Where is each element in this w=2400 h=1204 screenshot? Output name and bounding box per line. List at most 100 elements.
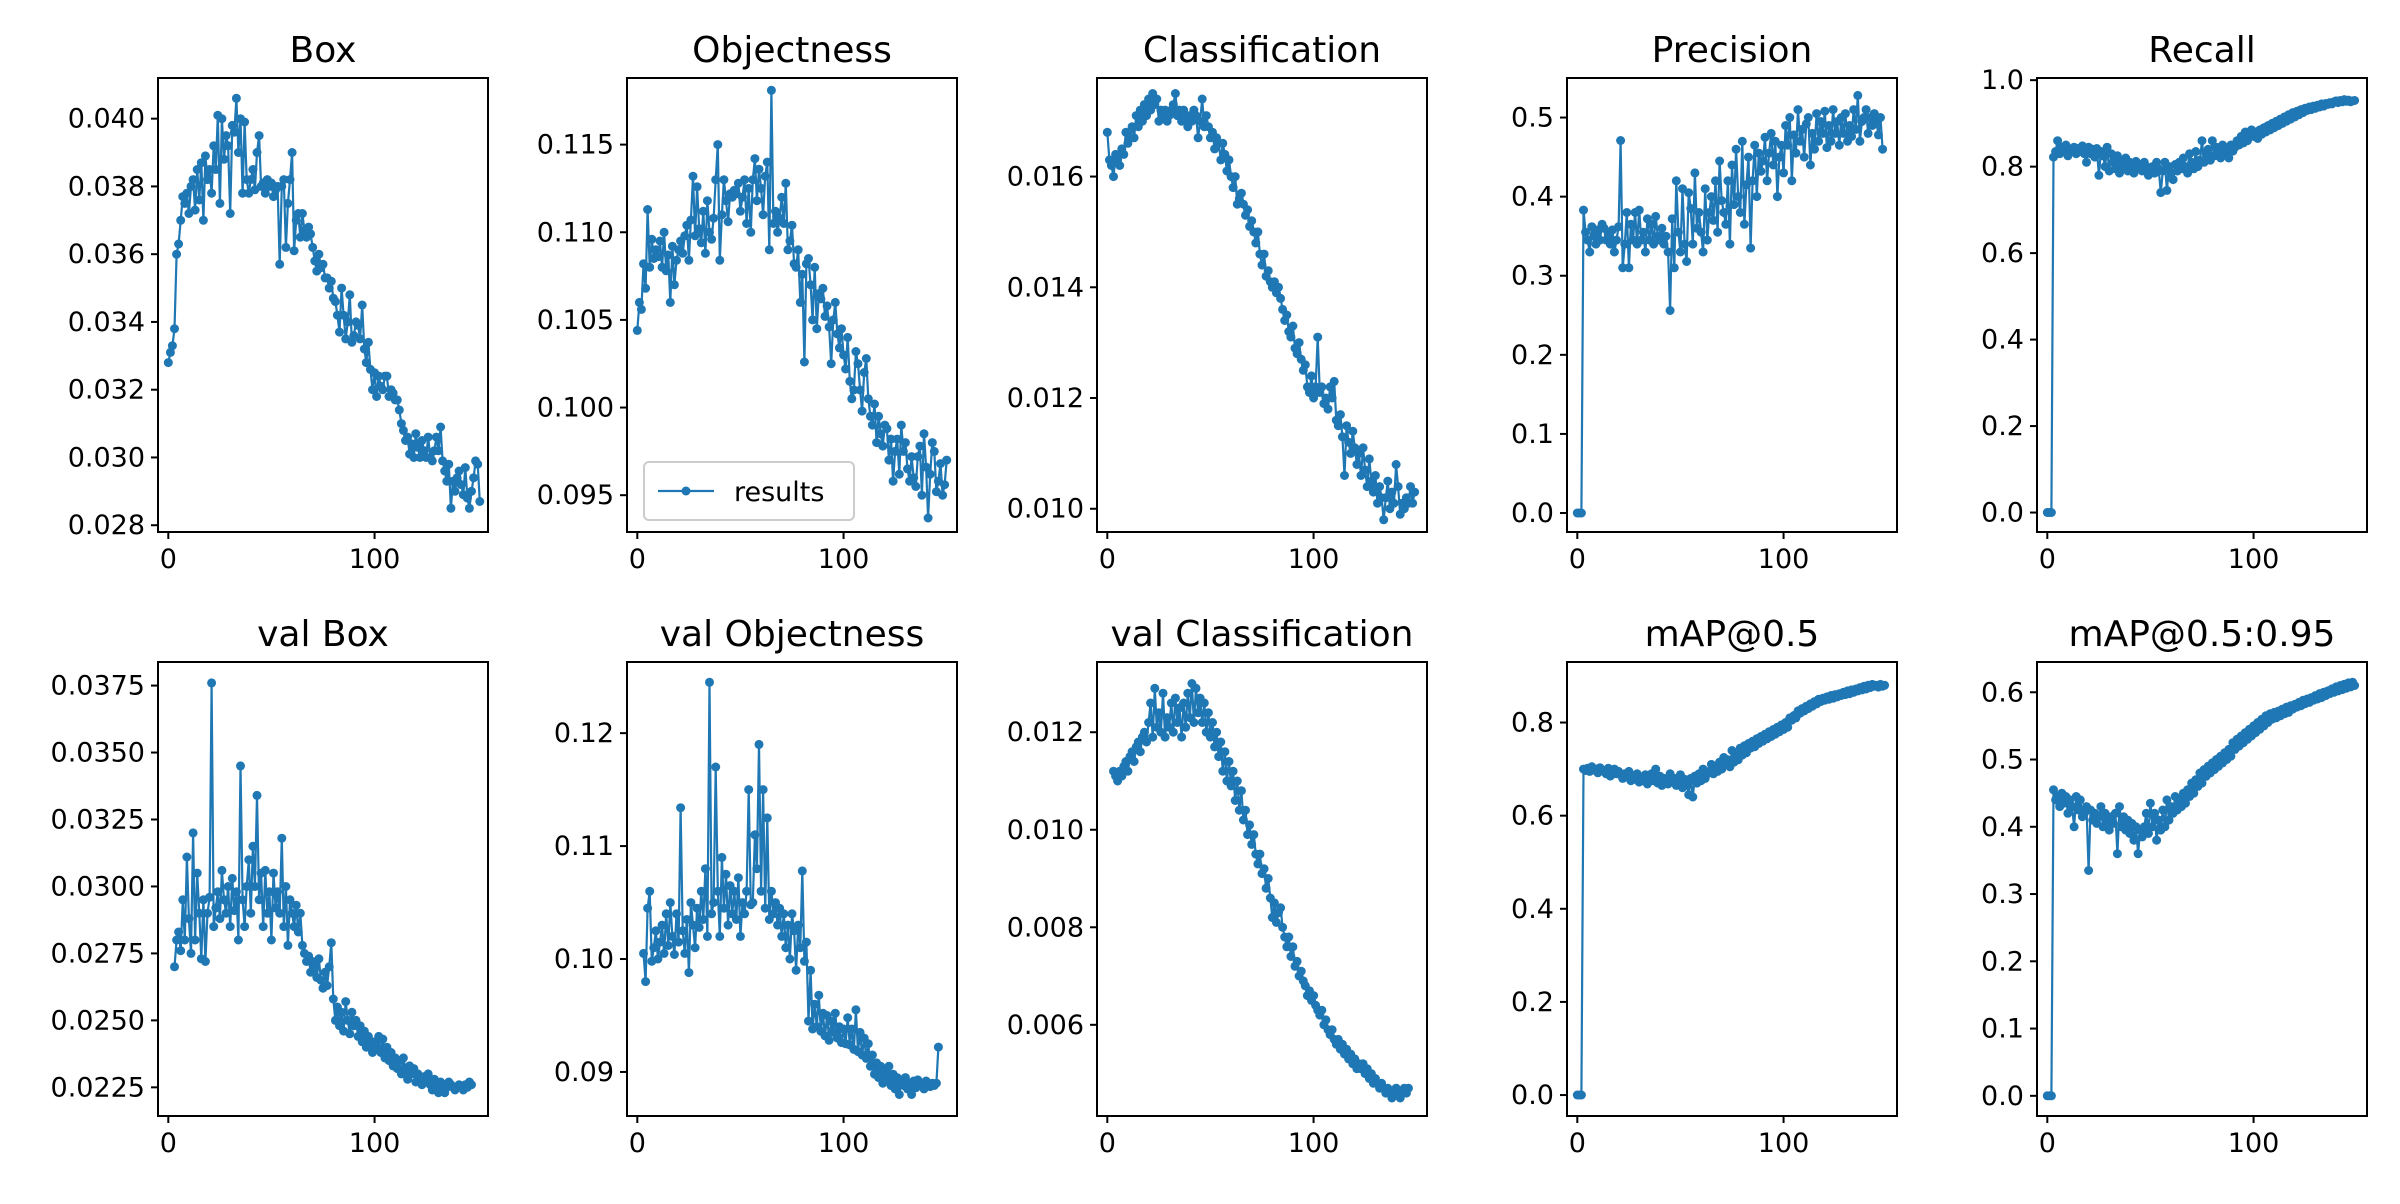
x-tick-label: 100: [818, 544, 870, 575]
data-point: [343, 317, 353, 327]
data-point: [252, 790, 262, 800]
data-point: [1253, 227, 1263, 237]
data-point: [1785, 113, 1795, 122]
data-point: [223, 882, 233, 891]
data-point: [814, 990, 824, 1000]
data-point: [341, 997, 351, 1007]
data-point: [1168, 100, 1178, 110]
data-point: [260, 188, 270, 198]
data-point: [903, 464, 912, 474]
y-tick-label: 0.6: [1981, 238, 2024, 269]
data-point: [1172, 718, 1182, 727]
data-point: [748, 898, 758, 908]
data-point: [1309, 991, 1319, 1001]
data-point: [2197, 778, 2207, 788]
data-point: [752, 864, 762, 874]
data-point: [1286, 332, 1296, 342]
data-point: [460, 463, 470, 473]
data-point: [853, 359, 863, 369]
data-point: [923, 513, 933, 523]
y-tick-label: 0.2: [1981, 411, 2024, 442]
data-point: [1737, 136, 1747, 146]
data-point: [735, 206, 745, 216]
data-point: [231, 93, 241, 103]
data-point: [719, 175, 729, 185]
data-point: [705, 227, 714, 237]
data-point: [2069, 822, 2079, 832]
data-point: [1115, 161, 1125, 170]
data-point: [651, 926, 661, 936]
subplot-map-0-5-0-95: mAP@0.5:0.95 0 100 0.0 0.1 0.2 0.3 0.4 0.5 0.6: [1981, 614, 2368, 1159]
plot-frame: [1566, 661, 1898, 1117]
data-point: [1253, 859, 1263, 869]
data-point: [785, 954, 795, 964]
data-point: [186, 181, 196, 191]
data-point: [824, 1035, 834, 1045]
data-point: [1789, 130, 1799, 140]
data-point: [1360, 465, 1370, 475]
data-point: [188, 175, 198, 185]
data-point: [1704, 208, 1714, 217]
data-point: [768, 219, 778, 228]
data-point: [190, 205, 200, 215]
data-point: [2110, 808, 2120, 818]
data-point: [766, 85, 776, 95]
data-point: [287, 908, 297, 918]
data-point: [1667, 214, 1677, 224]
data-point: [740, 909, 750, 919]
data-point: [1799, 152, 1809, 162]
data-point: [799, 357, 809, 367]
data-point: [2112, 849, 2122, 859]
data-point: [1102, 127, 1112, 137]
data-point: [2108, 818, 2118, 828]
legend-frame: [643, 461, 855, 521]
data-point: [1269, 898, 1279, 908]
data-point: [2143, 829, 2153, 838]
data-point: [467, 1080, 476, 1090]
data-point: [882, 424, 892, 434]
y-tick-label: 0.2: [1981, 946, 2024, 977]
data-point: [816, 294, 826, 304]
data-point: [1263, 874, 1273, 883]
data-point: [291, 900, 301, 910]
data-point: [764, 245, 774, 255]
data-point: [178, 895, 188, 905]
data-point: [793, 920, 803, 930]
data-point: [707, 909, 717, 919]
data-point: [285, 175, 295, 185]
data-point: [733, 873, 743, 883]
plot-frame: [626, 77, 958, 533]
data-point: [2063, 808, 2073, 818]
data-point: [2189, 788, 2199, 798]
data-point: [233, 148, 243, 157]
data-point: [188, 828, 198, 838]
data-point: [345, 290, 355, 300]
data-point: [2191, 147, 2201, 156]
data-point: [669, 280, 679, 290]
data-point: [258, 922, 268, 932]
data-point: [392, 395, 402, 405]
data-point: [878, 441, 888, 451]
data-point: [1201, 111, 1211, 121]
data-point: [1323, 404, 1333, 414]
data-point: [1403, 1083, 1413, 1093]
data-point: [907, 1090, 917, 1099]
data-point: [205, 165, 215, 174]
y-tick-label: 0.09: [554, 1057, 614, 1088]
data-point: [1249, 830, 1259, 840]
x-tick-label: 0: [1569, 544, 1586, 575]
data-point: [328, 994, 338, 1004]
data-point: [758, 785, 768, 795]
data-point: [246, 175, 256, 185]
data-point: [1783, 722, 1793, 732]
data-point: [1170, 693, 1180, 703]
data-point: [1317, 382, 1327, 392]
data-point: [863, 394, 873, 404]
y-tick-label: 0.3: [1511, 261, 1554, 292]
data-point: [281, 882, 291, 891]
y-tick-label: 0.0225: [51, 1072, 145, 1103]
data-point: [1748, 176, 1758, 186]
x-tick-label: 0: [1099, 1128, 1116, 1159]
y-tick-label: 0.6: [1511, 801, 1554, 832]
data-point: [314, 249, 324, 259]
